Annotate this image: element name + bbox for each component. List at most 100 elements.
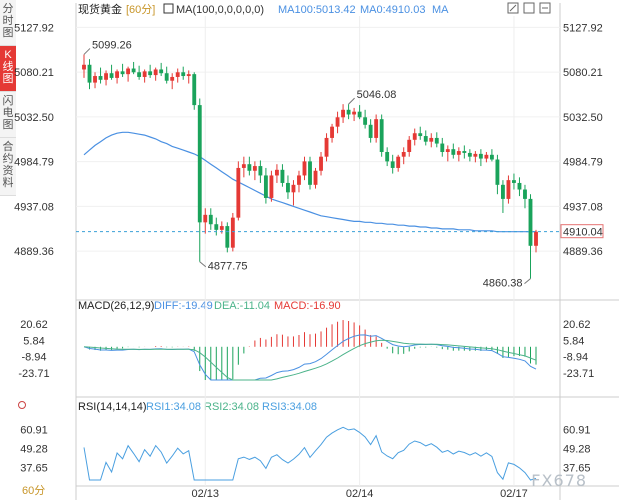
ma-setting-label[interactable]: MA(100,0,0,0,0,0) bbox=[176, 4, 264, 16]
settings-icon[interactable] bbox=[539, 2, 551, 14]
price-tick-right: 4937.08 bbox=[563, 201, 603, 213]
candle[interactable] bbox=[225, 226, 230, 248]
candle[interactable] bbox=[423, 136, 428, 142]
candle[interactable] bbox=[330, 126, 334, 138]
candle[interactable] bbox=[186, 74, 191, 77]
macd-tick-left: -8.94 bbox=[21, 352, 46, 364]
candle[interactable] bbox=[489, 154, 494, 160]
candle[interactable] bbox=[500, 184, 505, 199]
candle[interactable] bbox=[104, 73, 108, 80]
candle[interactable] bbox=[473, 153, 478, 157]
candle[interactable] bbox=[269, 175, 274, 198]
candle[interactable] bbox=[181, 72, 186, 77]
candle[interactable] bbox=[214, 224, 219, 230]
candle[interactable] bbox=[390, 161, 395, 168]
candle[interactable] bbox=[120, 71, 125, 75]
candle[interactable] bbox=[412, 133, 417, 140]
candle[interactable] bbox=[137, 72, 142, 77]
candle[interactable] bbox=[517, 182, 522, 190]
candle[interactable] bbox=[142, 71, 147, 77]
candle[interactable] bbox=[297, 175, 301, 185]
candle[interactable] bbox=[115, 71, 120, 78]
candle[interactable] bbox=[87, 64, 92, 83]
candle[interactable] bbox=[440, 143, 445, 152]
candle[interactable] bbox=[208, 214, 213, 225]
candle[interactable] bbox=[335, 117, 340, 127]
candle[interactable] bbox=[352, 111, 357, 115]
candle[interactable] bbox=[396, 156, 401, 168]
candle[interactable] bbox=[131, 68, 136, 73]
candle[interactable] bbox=[467, 152, 472, 157]
candle[interactable] bbox=[407, 139, 412, 152]
candle[interactable] bbox=[308, 161, 312, 185]
candle[interactable] bbox=[148, 71, 153, 76]
current-price-value: 4910.04 bbox=[563, 227, 603, 239]
tab-2[interactable]: 闪电图 bbox=[0, 92, 16, 138]
fullscreen-icon[interactable] bbox=[523, 2, 535, 14]
candle[interactable] bbox=[197, 105, 202, 223]
candle[interactable] bbox=[175, 72, 180, 77]
tab-3[interactable]: 合约资料 bbox=[0, 138, 16, 196]
candle[interactable] bbox=[302, 161, 307, 176]
candle[interactable] bbox=[230, 217, 235, 248]
candle[interactable] bbox=[286, 182, 290, 193]
candle[interactable] bbox=[247, 164, 252, 171]
candle[interactable] bbox=[319, 156, 323, 171]
candle[interactable] bbox=[280, 169, 285, 183]
candle[interactable] bbox=[192, 74, 197, 106]
candle[interactable] bbox=[478, 153, 483, 159]
candle[interactable] bbox=[346, 109, 351, 115]
candle[interactable] bbox=[252, 166, 257, 171]
ma-checkbox-icon[interactable] bbox=[163, 3, 174, 14]
rsi-tick-right: 60.91 bbox=[563, 425, 591, 437]
candle[interactable] bbox=[263, 175, 268, 198]
candle[interactable] bbox=[164, 73, 169, 81]
candle[interactable] bbox=[418, 133, 423, 137]
candle[interactable] bbox=[274, 169, 279, 176]
candle[interactable] bbox=[385, 152, 390, 162]
candle[interactable] bbox=[456, 151, 461, 155]
candle[interactable] bbox=[445, 149, 450, 152]
candle[interactable] bbox=[401, 152, 406, 157]
candle[interactable] bbox=[219, 226, 224, 230]
rsi-settings-icon[interactable] bbox=[18, 401, 26, 409]
candle[interactable] bbox=[159, 69, 164, 74]
candle[interactable] bbox=[512, 180, 516, 183]
candle[interactable] bbox=[324, 137, 329, 157]
candle[interactable] bbox=[357, 111, 362, 118]
candle[interactable] bbox=[109, 73, 114, 78]
candle[interactable] bbox=[523, 189, 527, 199]
candle[interactable] bbox=[258, 166, 263, 176]
candle[interactable] bbox=[93, 76, 97, 83]
candle[interactable] bbox=[528, 198, 533, 246]
candle[interactable] bbox=[236, 167, 241, 218]
candle[interactable] bbox=[429, 137, 434, 142]
candle[interactable] bbox=[170, 76, 175, 81]
period-footer[interactable]: 60分 bbox=[22, 485, 46, 497]
candle[interactable] bbox=[203, 214, 208, 223]
candle[interactable] bbox=[153, 69, 158, 76]
candle[interactable] bbox=[368, 124, 373, 138]
macd-value: MACD:-16.90 bbox=[274, 300, 341, 312]
candle[interactable] bbox=[363, 117, 368, 125]
tab-0[interactable]: 分时图 bbox=[0, 0, 16, 46]
candle[interactable] bbox=[341, 109, 346, 118]
candle[interactable] bbox=[241, 164, 246, 168]
candle[interactable] bbox=[313, 170, 318, 185]
candle[interactable] bbox=[379, 119, 384, 152]
candle[interactable] bbox=[374, 119, 379, 138]
candle[interactable] bbox=[462, 151, 467, 153]
candle[interactable] bbox=[506, 180, 511, 199]
candle[interactable] bbox=[291, 184, 296, 193]
candle[interactable] bbox=[451, 149, 456, 155]
candle[interactable] bbox=[534, 231, 538, 246]
draw-tool-icon[interactable] bbox=[507, 2, 519, 14]
candle[interactable] bbox=[434, 137, 439, 144]
candle[interactable] bbox=[82, 64, 86, 70]
candle[interactable] bbox=[98, 76, 103, 80]
candle[interactable] bbox=[495, 159, 500, 185]
candle[interactable] bbox=[126, 68, 131, 75]
candle[interactable] bbox=[484, 154, 489, 159]
